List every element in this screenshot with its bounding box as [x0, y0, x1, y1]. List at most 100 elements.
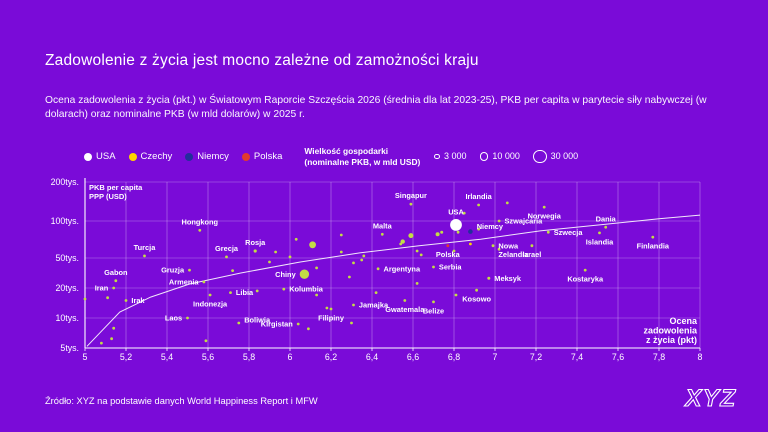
bubble: [325, 306, 329, 310]
bubble: [462, 211, 466, 215]
bubble-gwatemala: [403, 299, 407, 302]
bubble: [204, 339, 208, 343]
country-label-chiny: Chiny: [275, 270, 296, 279]
bubble: [339, 233, 343, 237]
bubble: [112, 326, 116, 330]
x-tick-label: 6,2: [325, 352, 337, 362]
country-label-gruzja: Gruzja: [161, 266, 185, 275]
y-axis-title: PKB per capita: [89, 183, 143, 192]
legend-label: Polska: [253, 151, 283, 162]
bubble: [309, 241, 316, 249]
y-tick-label: 20tys.: [56, 283, 79, 293]
bubble-indonezja: [208, 293, 212, 297]
bubble-serbia: [432, 265, 435, 269]
size-circle-icon: [532, 149, 547, 164]
country-label-gabon: Gabon: [104, 268, 128, 277]
x-tick-label: 5,2: [120, 352, 132, 362]
y-axis-title: PPP (USD): [89, 192, 127, 201]
country-label-kirgistan: Kirgistan: [261, 320, 294, 329]
bubble: [294, 237, 298, 241]
size-circle-icon: [434, 153, 441, 160]
legend-dot-polska: [241, 152, 250, 161]
bubble-gruzja: [188, 268, 191, 272]
bubble-jamajka: [352, 303, 355, 307]
bubble: [348, 275, 351, 279]
bubble-finlandia: [651, 235, 655, 239]
country-label-iran: Iran: [95, 284, 109, 293]
bubble-kosowo: [475, 288, 478, 292]
x-tick-label: 7,2: [530, 352, 542, 362]
bubble-hongkong: [198, 228, 202, 232]
bubble-boliwia: [237, 321, 241, 325]
size-legend-item-3000: 3 000: [434, 151, 467, 161]
x-tick-label: 7,8: [653, 352, 665, 362]
country-label-szwajcaria: Szwajcaria: [505, 217, 544, 226]
bubble: [360, 258, 364, 262]
page-title: Zadowolenie z życia jest mocno zależne o…: [45, 52, 479, 69]
bubble: [110, 337, 113, 341]
bubble-szwajcaria: [497, 219, 501, 223]
country-label-armenia: Armenia: [169, 278, 199, 287]
country-label-dania: Dania: [596, 214, 617, 223]
trend-line: [86, 214, 701, 347]
bubble-belize: [432, 300, 435, 304]
bubble: [505, 201, 509, 205]
country-label-malta: Malta: [373, 221, 393, 230]
bubble-islandia: [598, 231, 601, 235]
x-tick-label: 5,8: [243, 352, 255, 362]
x-tick-label: 7,4: [571, 352, 583, 362]
size-legend-items: 3 000 10 000 30 000: [434, 149, 578, 164]
bubble: [274, 250, 277, 254]
legend-dot-usa: [84, 152, 92, 161]
bubble-argentyna: [376, 267, 380, 271]
country-label-finlandia: Finlandia: [637, 242, 670, 251]
bubble: [452, 249, 456, 253]
bubble-dania: [604, 225, 608, 229]
x-axis-title: z życia (pkt): [646, 335, 697, 345]
bubble-izrael: [530, 244, 534, 248]
legend-label: USA: [96, 151, 116, 162]
bubble-libia: [229, 291, 232, 294]
country-label-gwatemala: Gwatemala: [385, 305, 425, 314]
legend-label: Niemcy: [197, 151, 229, 162]
size-legend-item-10000: 10 000: [479, 151, 520, 161]
bubble: [268, 260, 271, 264]
country-label-laos: Laos: [165, 314, 182, 323]
country-label-irlandia: Irlandia: [465, 192, 492, 201]
country-label-indonezja: Indonezja: [193, 299, 228, 308]
legend-item-usa: USA: [84, 151, 116, 162]
country-label-nowa-zelandia: Nowa Zelandia: [498, 241, 529, 258]
bubble-armenia: [202, 280, 206, 284]
country-label-polska: Polska: [436, 250, 461, 259]
country-label-hongkong: Hongkong: [182, 217, 219, 226]
country-label-niemcy: Niemcy: [477, 222, 504, 231]
legend-label: Czechy: [140, 151, 173, 162]
country-label-belize: Belize: [423, 306, 444, 315]
bubble: [315, 266, 318, 270]
bubble: [440, 230, 444, 234]
bubble: [83, 297, 87, 301]
bubble-nowa-zelandia: [491, 244, 495, 248]
bubble-usa: [450, 219, 462, 231]
country-label-kolumbia: Kolumbia: [289, 285, 324, 294]
bubble-turcja: [143, 254, 146, 258]
country-label-norwegia: Norwegia: [528, 212, 562, 221]
country-label-islandia: Islandia: [586, 237, 614, 246]
x-tick-label: 6,6: [407, 352, 419, 362]
bubble: [400, 239, 405, 244]
country-label-singapur: Singapur: [395, 191, 427, 200]
y-tick-label: 10tys.: [56, 313, 79, 323]
bubble-kirgistan: [296, 322, 300, 326]
bubble-grecja: [225, 255, 228, 259]
bubble: [399, 242, 403, 246]
size-legend: Wielkość gospodarki (nominalne PKB, w mld…: [304, 146, 578, 167]
country-label-filipiny: Filipiny: [318, 313, 345, 322]
bubble-gabon: [114, 279, 118, 283]
x-tick-label: 5,6: [202, 352, 214, 362]
bubble: [435, 232, 440, 237]
country-label-usa: USA: [448, 208, 464, 217]
size-circle-icon: [479, 152, 489, 161]
country-label-turcja: Turcja: [134, 243, 157, 252]
